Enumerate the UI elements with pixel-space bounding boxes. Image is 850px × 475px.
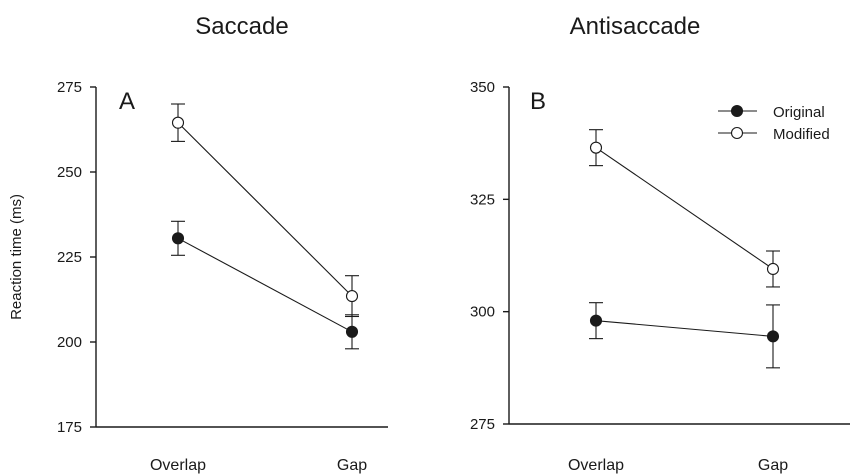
legend-marker-modified — [730, 126, 744, 140]
x-category-overlap-a: Overlap — [150, 457, 206, 474]
x-category-gap-a: Gap — [337, 457, 367, 474]
y-ticks-a: 175 200 225 250 275 — [57, 79, 96, 436]
panel-saccade: Saccade Reaction time (ms) A 175 200 225 25… — [8, 13, 388, 474]
y-tick-label-200: 200 — [57, 334, 82, 351]
panel-title-antisaccade: Antisaccade — [570, 13, 701, 40]
data-point-original-a-0 — [171, 232, 185, 245]
legend: Original Modified — [718, 104, 830, 143]
data-point-original-b-0 — [589, 314, 603, 327]
series-line-modified-a — [177, 122, 353, 297]
data-point-original-a-1 — [345, 325, 359, 338]
y-tick-label-225: 225 — [57, 249, 82, 266]
y-tick-label-300: 300 — [470, 304, 495, 321]
plot-area-a — [171, 103, 359, 350]
plot-area-b — [589, 129, 780, 369]
data-point-modified-a-0 — [171, 116, 185, 129]
series-line-original-a — [177, 237, 353, 333]
x-category-overlap-b: Overlap — [568, 457, 624, 474]
y-tick-label-275: 275 — [57, 79, 82, 96]
data-point-modified-a-1 — [345, 290, 359, 303]
x-category-gap-b: Gap — [758, 457, 788, 474]
series-line-modified-b — [595, 147, 774, 270]
y-tick-label-350: 350 — [470, 79, 495, 96]
y-ticks-b: 275 300 325 350 — [470, 79, 509, 433]
data-point-original-b-1 — [766, 330, 780, 343]
legend-label-modified: Modified — [773, 126, 830, 143]
legend-marker-original — [730, 104, 744, 118]
series-line-original-b — [595, 320, 774, 337]
panel-antisaccade: Antisaccade B 275 300 325 350 Overlap Gap O… — [470, 13, 850, 474]
y-tick-label-325: 325 — [470, 191, 495, 208]
y-axis-label: Reaction time (ms) — [8, 194, 25, 320]
panel-letter-a: A — [119, 88, 135, 115]
y-tick-label-250: 250 — [57, 164, 82, 181]
y-tick-label-275: 275 — [470, 416, 495, 433]
data-point-modified-b-1 — [766, 262, 780, 276]
panel-title-saccade: Saccade — [195, 13, 288, 40]
data-point-modified-b-0 — [589, 141, 603, 154]
panel-letter-b: B — [530, 88, 546, 115]
legend-label-original: Original — [773, 104, 825, 121]
y-tick-label-175: 175 — [57, 419, 82, 436]
